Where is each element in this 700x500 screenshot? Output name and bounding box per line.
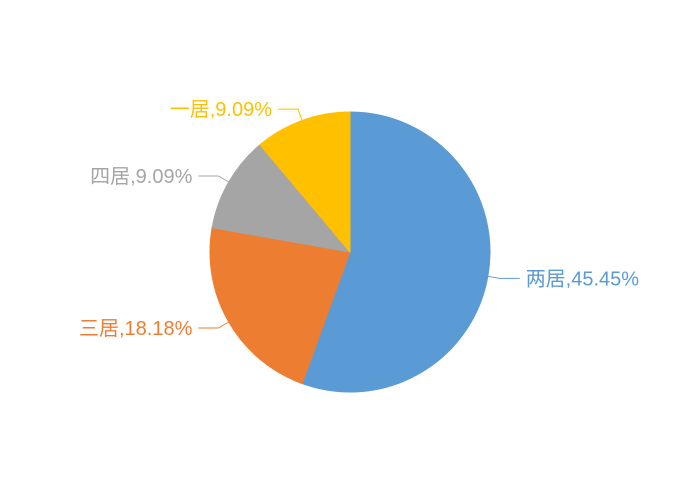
- label-line-2: [198, 321, 230, 329]
- label-line-3: [198, 175, 230, 183]
- slice-label-3: 四居,9.09%: [90, 166, 192, 188]
- slice-label-4: 一居,9.09%: [170, 99, 272, 121]
- label-line-4: [278, 108, 303, 121]
- slice-label-1: 两居,45.45%: [526, 268, 640, 290]
- pie-slice-4[interactable]: [259, 111, 351, 253]
- label-line-1: [487, 275, 520, 279]
- slice-label-2: 三居,18.18%: [79, 318, 193, 340]
- pie-slice-1[interactable]: [301, 111, 491, 393]
